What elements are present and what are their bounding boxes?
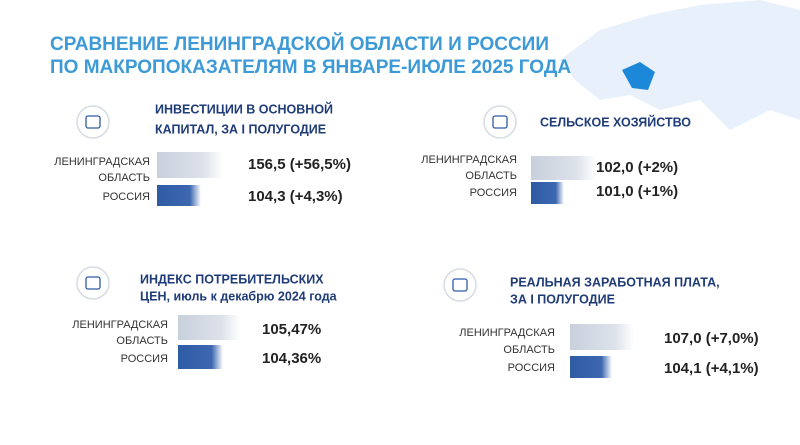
bar [157, 185, 201, 206]
bar [531, 156, 596, 180]
panel-title: РЕАЛЬНАЯ ЗАРАБОТНАЯ ПЛАТА, [510, 275, 720, 289]
row-value: 102,0 (+2%) [596, 159, 678, 176]
row-label: РОССИЯ [103, 191, 150, 203]
icon [452, 278, 468, 292]
icon [85, 276, 101, 290]
map-shape [560, 0, 800, 130]
bar [178, 315, 240, 340]
panel-title: ЗА I ПОЛУГОДИЕ [510, 292, 615, 306]
icon-circle [76, 105, 110, 139]
panel-title: КАПИТАЛ, ЗА I ПОЛУГОДИЕ [155, 122, 326, 136]
bar [178, 345, 223, 369]
icon-circle [443, 268, 477, 302]
map-lake [622, 62, 655, 90]
title-line: СРАВНЕНИЕ ЛЕНИНГРАДСКОЙ ОБЛАСТИ И РОССИИ [50, 33, 549, 55]
icon [85, 115, 101, 129]
row-value: 156,5 (+56,5%) [248, 156, 351, 173]
row-value: 104,36% [262, 350, 321, 367]
panel-title: СЕЛЬСКОЕ ХОЗЯЙСТВО [540, 114, 691, 129]
row-label: ОБЛАСТЬ [465, 170, 517, 182]
row-label: ОБЛАСТЬ [116, 335, 168, 347]
row-value: 104,3 (+4,3%) [248, 188, 343, 205]
row-value: 105,47% [262, 321, 321, 338]
icon [492, 115, 508, 129]
bar [157, 152, 223, 178]
bar [531, 182, 564, 204]
bar [570, 324, 634, 350]
panel-title: ИНДЕКС ПОТРЕБИТЕЛЬСКИХ [140, 272, 324, 286]
icon-circle [483, 105, 517, 139]
row-label: ЛЕНИНГРАДСКАЯ [459, 327, 555, 339]
row-label: ОБЛАСТЬ [98, 172, 150, 184]
title-line: ПО МАКРОПОКАЗАТЕЛЯМ В ЯНВАРЕ-ИЮЛЕ 2025 Г… [50, 57, 571, 78]
panel-title: ЦЕН, июль к декабрю 2024 года [140, 289, 338, 303]
row-label: РОССИЯ [121, 353, 168, 365]
row-label: РОССИЯ [508, 362, 555, 374]
panel-title: ИНВЕСТИЦИИ В ОСНОВНОЙ [155, 101, 333, 116]
row-label: ЛЕНИНГРАДСКАЯ [421, 154, 517, 166]
row-label: ЛЕНИНГРАДСКАЯ [72, 319, 168, 331]
row-label: ЛЕНИНГРАДСКАЯ [54, 156, 150, 168]
row-label: ОБЛАСТЬ [503, 344, 555, 356]
icon-circle [76, 266, 110, 300]
row-value: 107,0 (+7,0%) [664, 330, 759, 347]
row-value: 101,0 (+1%) [596, 183, 678, 200]
row-label: РОССИЯ [470, 187, 517, 199]
row-value: 104,1 (+4,1%) [664, 360, 759, 377]
bar [570, 356, 612, 378]
